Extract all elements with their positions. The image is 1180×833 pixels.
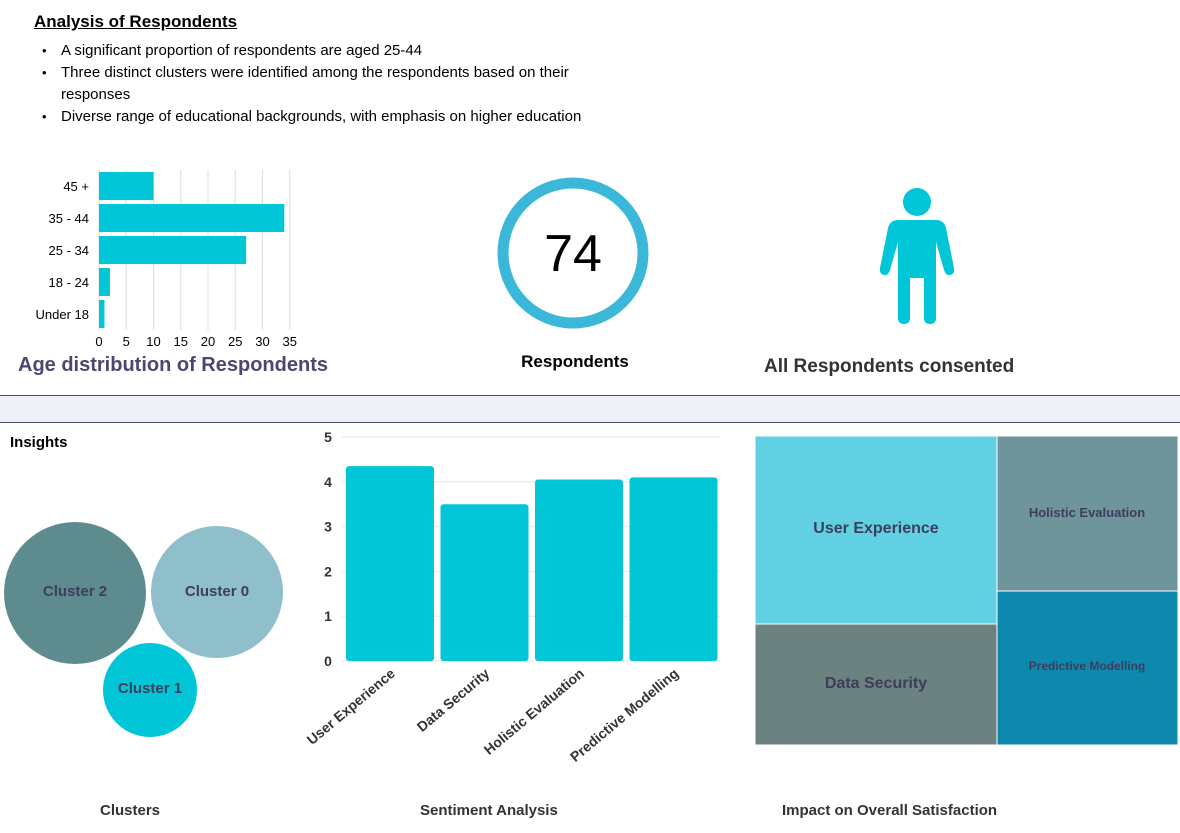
age-x-tick: 20 xyxy=(201,334,215,349)
age-y-tick: Under 18 xyxy=(36,307,89,322)
respondents-ring: 74 xyxy=(497,177,649,329)
sentiment-y-tick: 0 xyxy=(324,653,332,669)
bubble-label: Cluster 0 xyxy=(185,583,249,600)
ring-circle xyxy=(497,177,649,329)
age-distribution-chart: 0 5 10 15 20 25 30 35 45 + 35 - 44 25 - 34 18 - 24 U… xyxy=(36,170,297,349)
sentiment-title: Sentiment Analysis xyxy=(420,802,558,819)
bubble-cluster-0 xyxy=(151,526,283,658)
sentiment-y-tick: 1 xyxy=(324,608,332,624)
age-x-tick: 35 xyxy=(283,334,297,349)
sentiment-y-tick: 2 xyxy=(324,563,332,579)
finding-bullet: Diverse range of educational backgrounds… xyxy=(34,106,604,128)
sentiment-bar xyxy=(629,477,718,661)
age-y-tick: 45 + xyxy=(63,179,89,194)
bubble-label: Cluster 2 xyxy=(43,583,107,600)
sentiment-x-tick: Predictive Modelling xyxy=(567,665,682,765)
treemap-cell-data-security xyxy=(755,623,998,745)
sentiment-bar xyxy=(535,479,623,661)
age-x-tick: 15 xyxy=(174,334,188,349)
consent-label: All Respondents consented xyxy=(764,356,1015,377)
treemap-label: Holistic Evaluation xyxy=(1029,505,1145,520)
sentiment-bar xyxy=(440,504,529,661)
age-bar xyxy=(99,268,110,296)
sentiment-y-tick: 5 xyxy=(324,429,332,445)
person-icon xyxy=(879,188,955,324)
age-bar xyxy=(99,172,154,200)
treemap-label: Predictive Modelling xyxy=(1029,659,1146,673)
age-chart-title: Age distribution of Respondents xyxy=(18,354,328,376)
section-divider xyxy=(0,395,1180,423)
respondents-label: Respondents xyxy=(521,352,629,371)
impact-treemap: User Experience Holistic Evaluation Data… xyxy=(755,436,1178,745)
age-x-tick: 5 xyxy=(123,334,130,349)
age-bar xyxy=(99,300,105,328)
age-x-tick: 25 xyxy=(228,334,242,349)
age-x-tick: 0 xyxy=(95,334,102,349)
sentiment-bar xyxy=(346,466,434,661)
treemap-label: Data Security xyxy=(825,675,927,692)
finding-bullet: A significant proportion of respondents … xyxy=(34,40,604,62)
treemap-label: User Experience xyxy=(813,520,939,537)
treemap-cell-user-experience xyxy=(755,436,998,625)
insights-label: Insights xyxy=(10,434,68,451)
sentiment-x-tick: Data Security xyxy=(414,665,493,735)
sentiment-chart: 0 1 2 3 4 5 User Experience Data SecurityHolist… xyxy=(304,429,720,765)
sentiment-x-tick: Holistic Evaluation xyxy=(481,665,587,758)
page-heading: Analysis of Respondents xyxy=(34,12,238,31)
sentiment-y-tick: 3 xyxy=(324,519,332,535)
findings-list: A significant proportion of respondents … xyxy=(34,40,604,128)
bubble-cluster-2 xyxy=(4,522,146,664)
sentiment-x-tick: User Experience xyxy=(304,665,399,748)
clusters-chart: Cluster 2 Cluster 0 Cluster 1 xyxy=(4,522,283,737)
finding-bullet: Three distinct clusters were identified … xyxy=(34,62,604,106)
respondents-count: 74 xyxy=(544,225,602,283)
bubble-label: Cluster 1 xyxy=(118,680,182,697)
bubble-cluster-1 xyxy=(103,643,197,737)
age-y-tick: 35 - 44 xyxy=(49,211,89,226)
age-y-tick: 18 - 24 xyxy=(49,275,89,290)
clusters-title: Clusters xyxy=(100,802,161,819)
age-y-tick: 25 - 34 xyxy=(49,243,89,258)
treemap-cell-holistic-evaluation xyxy=(996,436,1178,592)
age-x-tick: 30 xyxy=(255,334,269,349)
age-x-tick: 10 xyxy=(146,334,160,349)
treemap-cell-predictive-modelling xyxy=(996,590,1178,745)
age-bar xyxy=(99,236,247,264)
sentiment-y-tick: 4 xyxy=(324,474,332,490)
age-bar xyxy=(99,204,285,232)
impact-title: Impact on Overall Satisfaction xyxy=(782,802,998,819)
